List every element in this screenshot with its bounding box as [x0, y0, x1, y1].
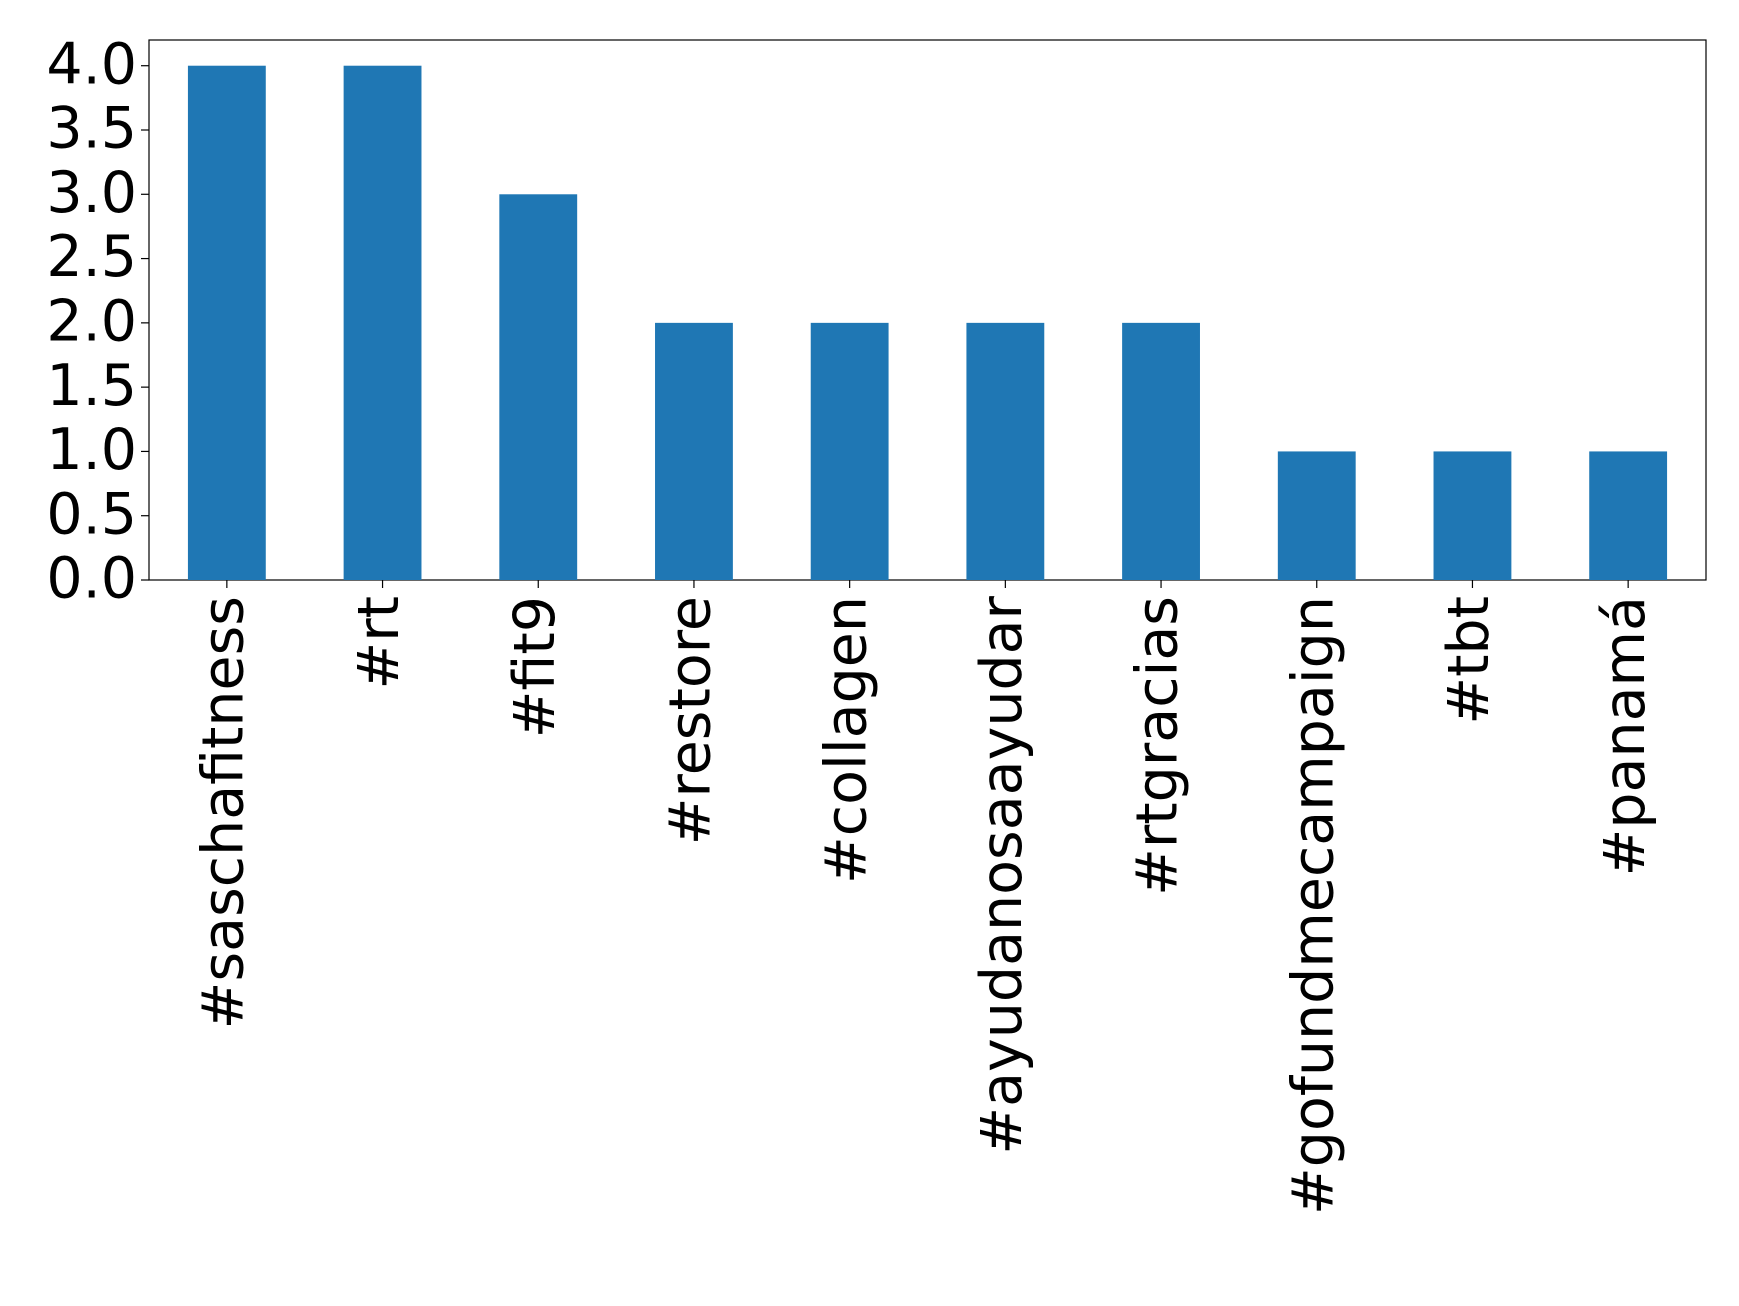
y-tick-label: 0.5 — [46, 481, 137, 547]
bar — [343, 65, 422, 580]
bar — [1433, 451, 1512, 580]
bar — [1122, 322, 1200, 580]
x-tick-label: #panamá — [1592, 596, 1658, 876]
bar — [655, 322, 733, 580]
y-tick-label: 3.5 — [46, 96, 137, 162]
y-tick-label: 1.5 — [46, 353, 137, 419]
y-tick-label: 1.0 — [46, 417, 137, 483]
y-tick-label: 2.5 — [46, 224, 137, 290]
x-tick-label: #rtgracias — [1125, 596, 1191, 896]
plot-frame — [148, 39, 1707, 581]
y-tick-label: 0.0 — [46, 546, 137, 612]
bar — [966, 322, 1045, 580]
x-tick-label: #ayudanosaayudar — [969, 595, 1035, 1154]
x-tick-label: #tbt — [1436, 596, 1502, 725]
x-tick-label: #saschafitness — [190, 596, 256, 1029]
bar — [187, 65, 266, 580]
x-tick-label: #gofundmecampaign — [1280, 596, 1346, 1215]
x-tick-label: #fit9 — [502, 596, 568, 738]
y-tick-label: 2.0 — [46, 288, 137, 354]
y-tick-label: 4.0 — [46, 31, 137, 97]
bar — [499, 194, 578, 581]
x-tick-label: #restore — [658, 596, 724, 845]
x-tick-label: #collagen — [813, 596, 879, 884]
x-tick-label: #rt — [346, 596, 412, 690]
bar — [1277, 451, 1356, 580]
y-tick-label: 3.0 — [46, 160, 137, 226]
bar — [810, 322, 889, 580]
bar — [1589, 451, 1668, 580]
